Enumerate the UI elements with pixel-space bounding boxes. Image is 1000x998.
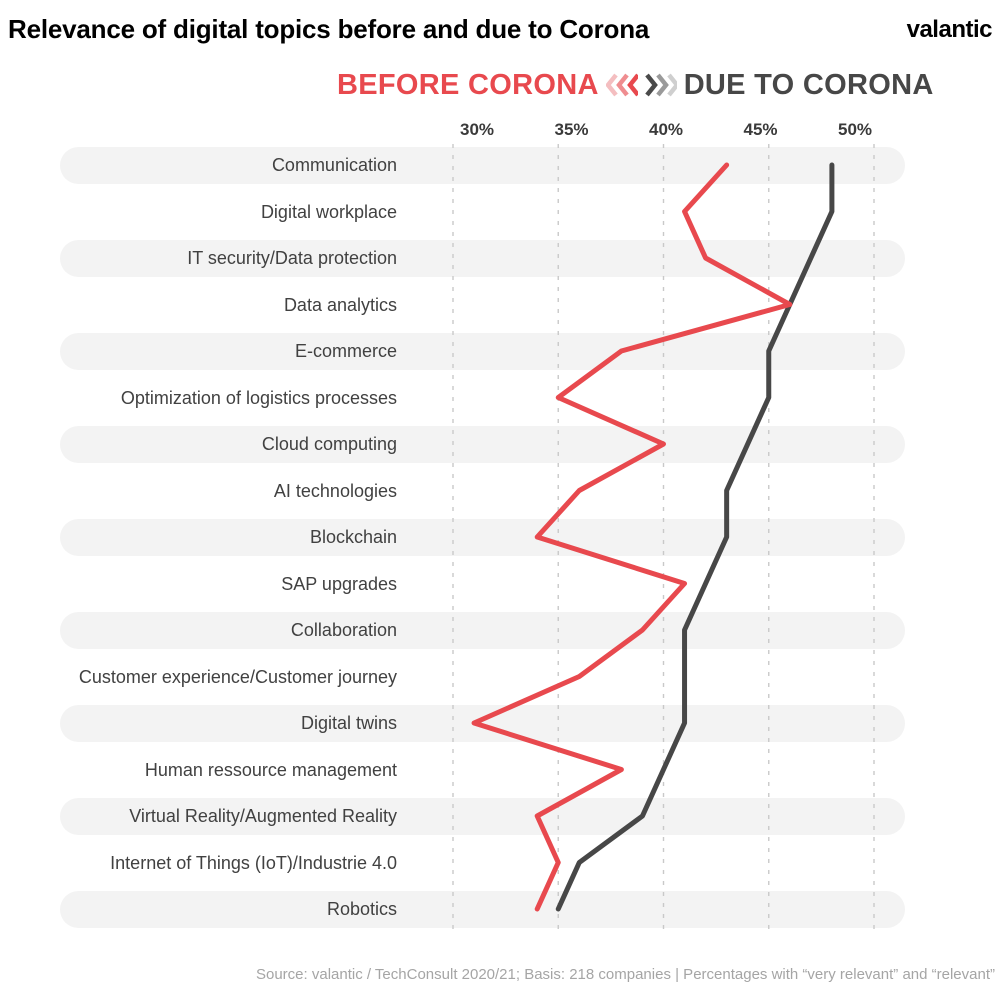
row-band [60,425,905,463]
x-tick-label: 40% [648,120,684,139]
legend-due-label: DUE TO CORONA [683,68,934,101]
category-label: E-commerce [294,341,397,361]
category-label: Virtual Reality/Augmented Reality [129,806,397,826]
row-band [60,239,905,277]
chevron-stroke [615,73,629,97]
chevron-stroke [655,73,669,97]
chevron-stroke [626,73,638,97]
category-label: Digital twins [300,713,397,733]
category-label: Robotics [326,899,397,919]
legend: BEFORE CORONA DUE TO CORONA [337,68,934,101]
row-band [60,890,905,928]
chevron-stroke [644,73,658,97]
row-band [60,518,905,556]
category-label: IT security/Data protection [187,248,397,268]
chevron-stroke [605,73,618,97]
category-label: Digital workplace [260,201,397,222]
row-band [60,704,905,742]
left-chevrons-icon [605,73,638,97]
row-band [60,797,905,835]
row-band [60,332,905,370]
page-title: Relevance of digital topics before and d… [8,14,650,44]
right-chevrons-icon [644,73,677,97]
category-label: Data analytics [283,294,397,315]
category-label: Customer experience/Customer journey [78,666,397,687]
series-line-due-to-corona [555,162,835,912]
legend-before-label: BEFORE CORONA [337,68,599,101]
source-note: Source: valantic / TechConsult 2020/21; … [255,966,995,983]
x-tick-label: 45% [743,120,778,139]
category-label: Cloud computing [261,434,397,454]
row-band [60,146,905,184]
category-label: Blockchain [309,527,397,547]
category-label: Collaboration [290,620,397,640]
category-label: SAP upgrades [281,573,397,594]
chevron-stroke [666,73,677,97]
x-tick-label: 35% [554,120,589,139]
category-label: Human ressource management [144,759,397,780]
category-label: Internet of Things (IoT)/Industrie 4.0 [110,852,397,873]
x-tick-label: 50% [837,120,873,139]
x-tick-label: 30% [459,120,495,139]
category-label: AI technologies [273,480,397,501]
row-band [60,611,905,649]
category-label: Optimization of logistics processes [120,387,397,408]
category-label: Communication [271,155,397,175]
valantic-logo: valantic [906,16,993,43]
series-line-before-corona [471,162,793,912]
